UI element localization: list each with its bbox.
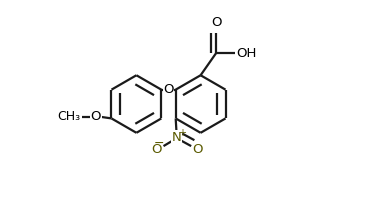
Text: +: + <box>178 128 186 138</box>
Text: OH: OH <box>237 47 257 60</box>
Text: O: O <box>163 83 174 96</box>
Text: CH₃: CH₃ <box>57 110 81 123</box>
Text: O: O <box>152 143 162 156</box>
Text: O: O <box>192 143 203 156</box>
Text: O: O <box>91 110 101 123</box>
Text: −: − <box>153 137 164 150</box>
Text: O: O <box>211 16 221 29</box>
Text: N: N <box>172 131 182 144</box>
